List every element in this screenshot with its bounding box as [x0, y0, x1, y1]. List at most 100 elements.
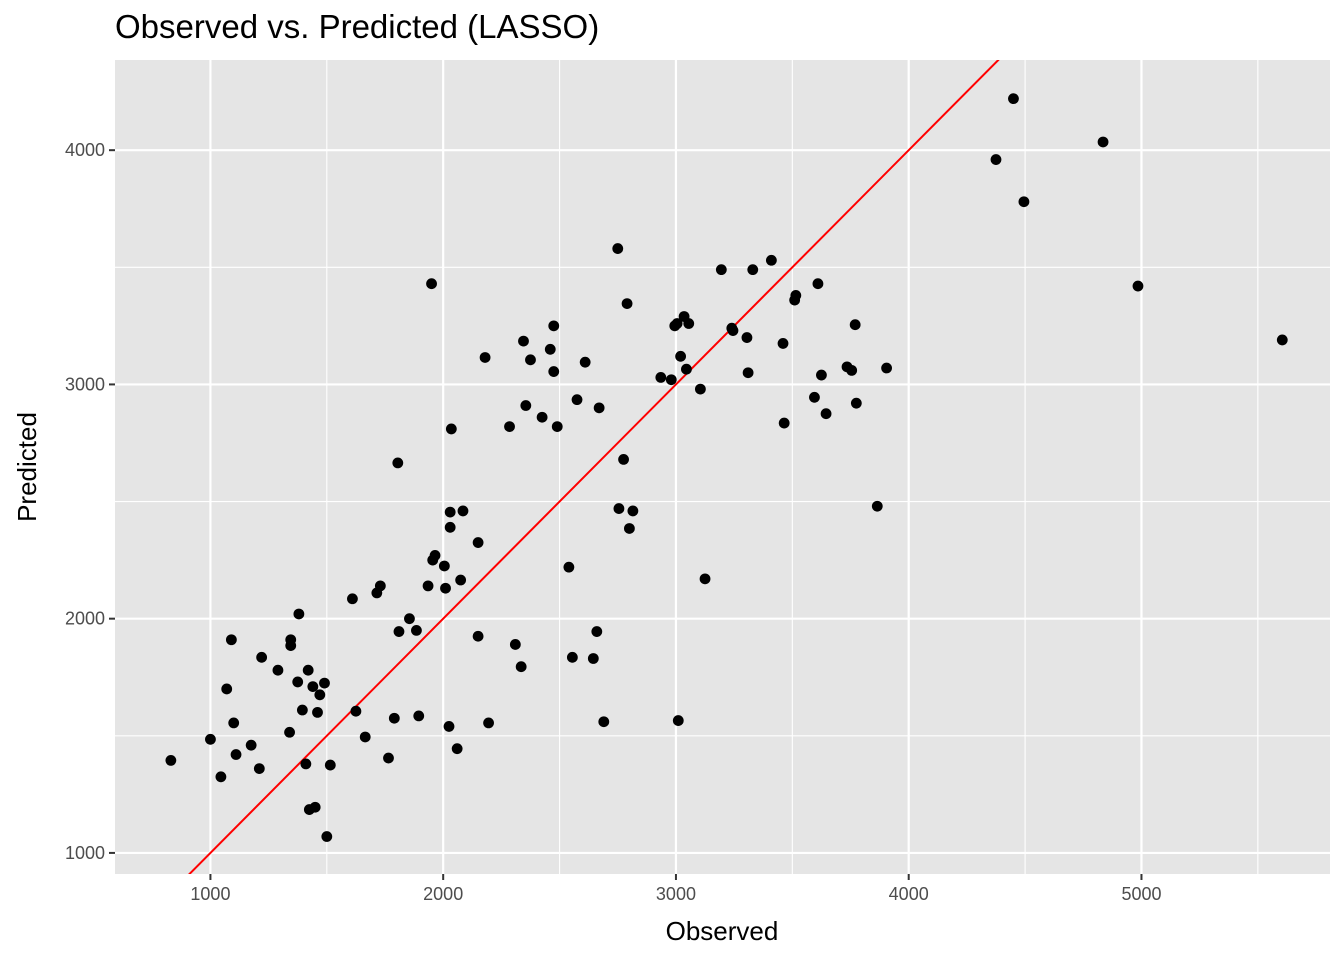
- data-point: [300, 758, 312, 770]
- data-point: [374, 580, 386, 592]
- data-point: [413, 710, 425, 722]
- x-axis-title: Observed: [666, 916, 779, 946]
- data-point: [302, 664, 314, 676]
- data-point: [587, 653, 599, 664]
- data-point: [765, 254, 777, 266]
- y-axis: 1000 2000 3000 4000: [65, 140, 115, 863]
- data-point: [1276, 334, 1288, 346]
- data-point: [850, 397, 862, 409]
- data-point: [871, 500, 883, 512]
- data-point: [245, 739, 257, 751]
- data-point: [1008, 93, 1019, 105]
- data-point: [613, 503, 625, 514]
- data-point: [285, 640, 297, 652]
- data-point: [741, 332, 753, 343]
- data-point: [579, 356, 591, 368]
- data-point: [272, 664, 284, 676]
- y-tick-label: 1000: [65, 843, 105, 863]
- data-point: [314, 689, 326, 701]
- data-point: [350, 705, 362, 717]
- x-axis: 1000 2000 3000 4000 5000: [190, 874, 1161, 904]
- data-point: [809, 391, 820, 403]
- data-point: [1097, 136, 1109, 148]
- data-point: [820, 408, 832, 420]
- data-point: [777, 338, 789, 349]
- data-point: [411, 624, 422, 636]
- x-tick-label: 3000: [656, 884, 696, 904]
- grid-minor: [115, 60, 1330, 874]
- data-point: [727, 325, 739, 336]
- data-point: [347, 593, 358, 605]
- data-point: [230, 749, 242, 760]
- data-point: [618, 453, 629, 465]
- data-point: [551, 421, 563, 432]
- data-point: [520, 400, 532, 411]
- data-point: [812, 278, 824, 290]
- data-point: [715, 264, 727, 276]
- data-point: [509, 639, 521, 650]
- data-point: [256, 651, 268, 663]
- data-point: [483, 717, 494, 729]
- y-tick-label: 3000: [65, 374, 105, 394]
- data-point: [444, 521, 456, 533]
- data-point: [790, 290, 802, 301]
- data-point: [205, 733, 216, 745]
- data-point: [518, 335, 529, 347]
- data-point: [324, 759, 336, 771]
- data-point: [444, 506, 456, 518]
- data-point: [544, 343, 556, 355]
- y-tick-label: 4000: [65, 140, 105, 160]
- data-point: [359, 731, 371, 743]
- x-tick-label: 2000: [423, 884, 463, 904]
- data-point: [612, 243, 624, 254]
- data-point: [296, 704, 308, 716]
- data-point: [228, 717, 240, 729]
- plot-panel: [115, 60, 1330, 874]
- data-point: [591, 626, 603, 637]
- data-point: [621, 298, 633, 310]
- data-point: [404, 613, 415, 625]
- reference-line-group: [188, 60, 1000, 874]
- points-group: [165, 93, 1288, 842]
- data-point: [681, 363, 692, 375]
- data-point: [1018, 196, 1030, 208]
- data-point: [165, 754, 177, 766]
- data-point: [392, 457, 404, 469]
- data-point: [443, 721, 455, 732]
- data-point: [438, 560, 450, 572]
- data-point: [655, 372, 667, 383]
- data-point: [515, 661, 527, 673]
- data-point: [990, 154, 1002, 165]
- data-point: [455, 574, 467, 586]
- data-point: [426, 278, 437, 290]
- data-point: [312, 706, 323, 718]
- data-point: [627, 505, 639, 517]
- data-point: [451, 743, 463, 755]
- data-point: [665, 374, 677, 386]
- data-point: [742, 367, 754, 379]
- data-point: [472, 537, 484, 548]
- data-point: [747, 264, 759, 276]
- data-point: [566, 651, 578, 663]
- data-point: [694, 383, 706, 395]
- data-point: [440, 582, 451, 594]
- y-axis-title: Predicted: [12, 412, 42, 522]
- data-point: [849, 319, 861, 331]
- data-point: [253, 763, 265, 774]
- y-tick-label: 2000: [65, 609, 105, 629]
- data-point: [816, 369, 827, 381]
- data-point: [479, 352, 491, 363]
- chart-title: Observed vs. Predicted (LASSO): [115, 8, 600, 45]
- data-point: [215, 771, 227, 783]
- data-point: [563, 561, 575, 573]
- data-point: [778, 417, 790, 429]
- data-point: [383, 752, 394, 764]
- data-point: [388, 712, 400, 724]
- x-tick-label: 5000: [1121, 884, 1161, 904]
- data-point: [319, 677, 330, 689]
- data-point: [307, 681, 319, 693]
- data-point: [683, 318, 695, 329]
- data-point: [1132, 280, 1144, 292]
- data-point: [504, 421, 515, 432]
